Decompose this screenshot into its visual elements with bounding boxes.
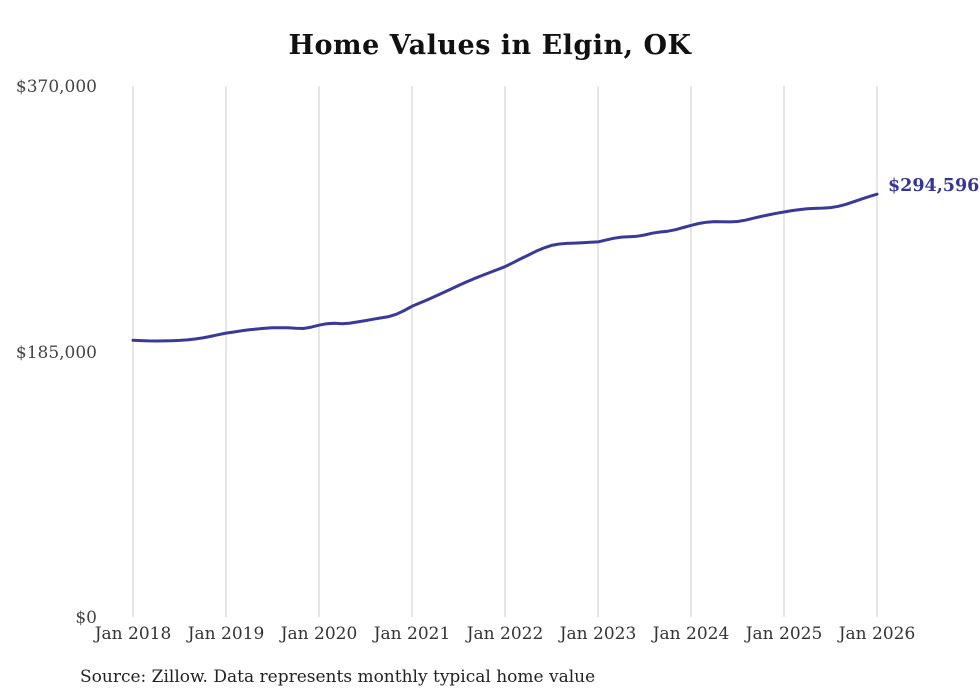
final-value-label: $294,596 (888, 176, 980, 196)
year-gridlines (132, 86, 878, 617)
x-tick-label: Jan 2023 (559, 624, 637, 644)
x-tick-label: Jan 2025 (745, 624, 823, 644)
x-tick-label: Jan 2026 (838, 624, 916, 644)
x-tick-label: Jan 2020 (280, 624, 358, 644)
y-tick-label: $370,000 (15, 77, 97, 97)
x-tick-label: Jan 2019 (187, 624, 265, 644)
y-tick-label: $185,000 (15, 343, 97, 363)
source-note: Source: Zillow. Data represents monthly … (80, 667, 596, 687)
home-value-line-series (131, 192, 879, 343)
y-tick-label: $0 (75, 608, 97, 628)
x-tick-label: Jan 2024 (652, 624, 730, 644)
x-tick-label: Jan 2021 (373, 624, 451, 644)
x-tick-label: Jan 2018 (94, 624, 172, 644)
chart-title: Home Values in Elgin, OK (288, 30, 692, 61)
x-tick-label: Jan 2022 (466, 624, 544, 644)
